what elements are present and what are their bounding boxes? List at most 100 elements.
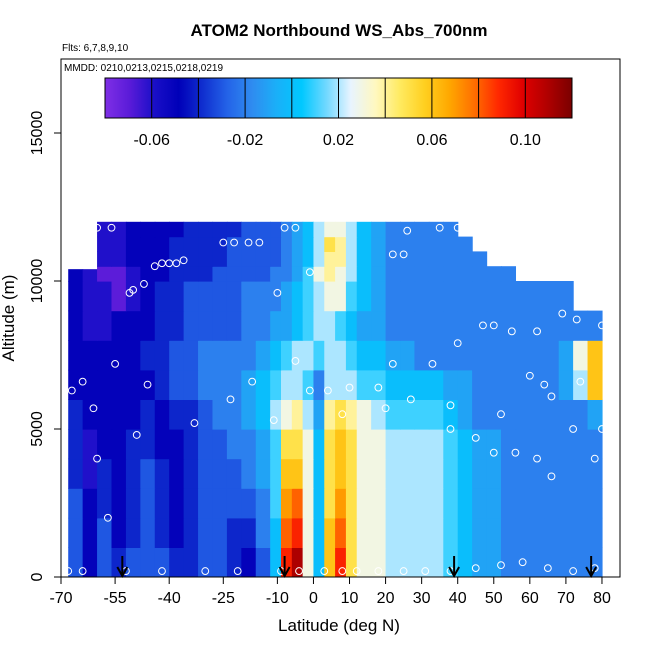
x-axis-label: Latitude (deg N) [278, 616, 400, 635]
heatmap-cell [385, 281, 401, 312]
heatmap-cell [457, 488, 473, 519]
sample-point [572, 315, 581, 324]
heatmap-cell [125, 488, 141, 519]
heatmap-cell [169, 236, 185, 252]
heatmap-cell [371, 251, 387, 267]
heatmap-cell [371, 369, 387, 400]
sample-point [374, 567, 383, 575]
heatmap-cell [198, 310, 214, 341]
heatmap-cell [371, 517, 387, 548]
heatmap-cell [241, 221, 257, 238]
sample-point [233, 567, 242, 575]
heatmap-cell [587, 429, 603, 460]
heatmap-cell [313, 547, 325, 577]
heatmap-cell [573, 458, 589, 489]
heatmap-cell [82, 281, 98, 312]
x-tick-label: -70 [49, 590, 72, 607]
heatmap-cell [169, 340, 185, 371]
heatmap-cell [291, 547, 304, 577]
heatmap-cell [443, 340, 459, 371]
heatmap-cell [291, 340, 304, 371]
heatmap-cell [515, 310, 531, 341]
heatmap-cell [457, 458, 473, 489]
heatmap-cell [198, 266, 214, 282]
heatmap-cell [280, 251, 293, 267]
sample-point [345, 383, 354, 392]
heatmap-cell [385, 517, 401, 548]
heatmap-cell [313, 429, 325, 460]
heatmap-cell [573, 310, 589, 341]
heatmap-cell [573, 517, 589, 548]
heatmap-cell [371, 221, 387, 238]
heatmap-cell [515, 458, 531, 489]
heatmap-cell [280, 221, 293, 238]
heatmap-cell [302, 281, 315, 312]
heatmap-cell [169, 517, 185, 548]
heatmap-cell [111, 221, 127, 238]
heatmap-cell [198, 236, 214, 252]
sample-point [558, 309, 567, 318]
heatmap-cell [400, 281, 416, 312]
sample-point [598, 425, 606, 433]
heatmap-cell [226, 399, 242, 430]
sample-point [291, 223, 300, 232]
heatmap-cell [529, 488, 545, 519]
sample-point [507, 327, 516, 336]
sample-point [489, 321, 498, 330]
heatmap-cell [400, 429, 416, 460]
heatmap-cell [125, 236, 141, 252]
heatmap-cell [82, 517, 98, 548]
y-axis: 0 5000 10000 15000 [29, 111, 62, 581]
heatmap-cell [457, 547, 473, 577]
heatmap-cell [472, 429, 488, 460]
heatmap-cell [226, 221, 242, 238]
heatmap-cell [154, 369, 170, 400]
heatmap-cell [302, 488, 315, 519]
heatmap-cell [125, 547, 141, 577]
heatmap-cell [212, 458, 228, 489]
heatmap-cell [212, 399, 228, 430]
heatmap-cell [515, 399, 531, 430]
heatmap-cell [255, 429, 271, 460]
heatmap-cell [345, 251, 358, 267]
heatmap-cell [241, 399, 257, 430]
heatmap-cell [97, 399, 113, 430]
x-tick-label: 40 [449, 590, 467, 607]
heatmap-cell [414, 488, 430, 519]
heatmap-cell [169, 399, 185, 430]
heatmap-cell [385, 399, 401, 430]
heatmap-cell [335, 517, 347, 548]
heatmap-cell [125, 266, 141, 282]
heatmap-cell [414, 221, 430, 238]
heatmap-cell [183, 251, 199, 267]
sample-point [107, 223, 116, 232]
heatmap-cell [154, 251, 170, 267]
sample-point [576, 377, 585, 386]
sample-point [93, 223, 101, 232]
sample-point [226, 395, 235, 404]
heatmap-cell [486, 517, 502, 548]
heatmap-cell [198, 488, 214, 519]
heatmap-cell [226, 310, 242, 341]
heatmap-cell [371, 310, 387, 341]
heatmap-cell [414, 310, 430, 341]
heatmap-cell [345, 310, 358, 341]
heatmap-cell [97, 517, 113, 548]
heatmap-cell [544, 429, 560, 460]
heatmap-cell [486, 547, 502, 577]
heatmap-cell [270, 458, 282, 489]
heatmap-cell [183, 429, 199, 460]
heatmap-cell [335, 488, 347, 519]
heatmap-cell [241, 517, 257, 548]
heatmap-cell [241, 281, 257, 312]
x-axis: -70 -55 -40 -25 -10 0 10 20 30 40 50 60 70 80 [49, 576, 611, 607]
sample-point [158, 567, 166, 575]
heatmap-cell [198, 251, 214, 267]
heatmap-cell [335, 266, 347, 282]
x-tick-label: 30 [413, 590, 431, 607]
heatmap-cell [500, 340, 517, 371]
heatmap-cell [97, 281, 113, 312]
sample-point [525, 371, 534, 380]
colorbar: -0.06 -0.02 0.02 0.06 0.10 [104, 77, 573, 149]
heatmap-cell [212, 310, 228, 341]
